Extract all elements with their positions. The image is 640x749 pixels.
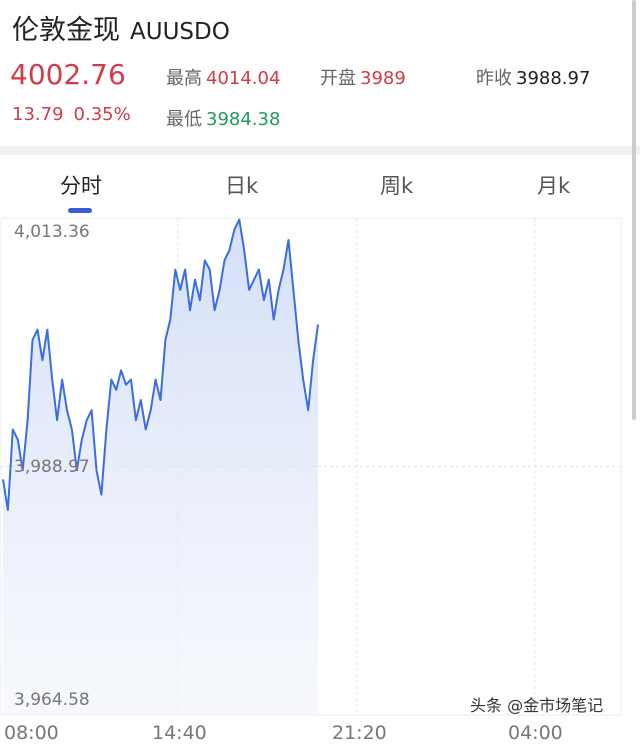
price-line bbox=[2, 218, 319, 511]
x-label: 08:00 bbox=[4, 722, 59, 744]
y-label-top: 4,013.36 bbox=[14, 222, 90, 242]
open-stat: 开盘 3989 bbox=[320, 64, 406, 90]
prev-close-stat: 昨收 3988.97 bbox=[476, 64, 590, 90]
tab-intraday[interactable]: 分时 bbox=[60, 174, 102, 198]
period-tabs: 分时 日k 周k 月k bbox=[0, 170, 640, 210]
high-stat: 最高 4014.04 bbox=[166, 64, 280, 90]
change-percent: 0.35% bbox=[73, 104, 131, 125]
price-area bbox=[3, 219, 318, 715]
low-label: 最低 bbox=[166, 109, 202, 130]
open-label: 开盘 bbox=[320, 68, 356, 89]
y-label-bottom: 3,964.58 bbox=[14, 690, 90, 710]
change-value: 13.79 bbox=[12, 104, 64, 125]
current-price: 4002.76 bbox=[10, 58, 126, 91]
x-label: 21:20 bbox=[332, 722, 387, 744]
tab-weekly[interactable]: 周k bbox=[380, 174, 414, 198]
low-stat: 最低 3984.38 bbox=[166, 105, 280, 131]
divider bbox=[0, 146, 640, 155]
prev-close-value: 3988.97 bbox=[516, 68, 591, 89]
watermark: 头条 @金市场笔记 bbox=[470, 696, 604, 715]
x-label: 14:40 bbox=[152, 722, 207, 744]
low-value: 3984.38 bbox=[206, 109, 281, 130]
y-label-mid: 3,988.97 bbox=[14, 457, 90, 477]
instrument-code: AUUSDO bbox=[130, 19, 230, 45]
open-value: 3989 bbox=[360, 68, 406, 89]
tab-daily[interactable]: 日k bbox=[225, 174, 259, 198]
instrument-name: 伦敦金现 bbox=[12, 15, 120, 46]
intraday-chart bbox=[0, 217, 622, 716]
prev-close-label: 昨收 bbox=[476, 68, 512, 89]
scrollbar[interactable] bbox=[632, 0, 636, 420]
high-label: 最高 bbox=[166, 68, 202, 89]
x-label: 04:00 bbox=[508, 722, 563, 744]
high-value: 4014.04 bbox=[206, 68, 281, 89]
price-change: 13.79 0.35% bbox=[12, 104, 131, 125]
active-tab-indicator bbox=[68, 208, 92, 213]
tab-monthly[interactable]: 月k bbox=[537, 174, 571, 198]
instrument-title: 伦敦金现 AUUSDO bbox=[12, 8, 230, 47]
